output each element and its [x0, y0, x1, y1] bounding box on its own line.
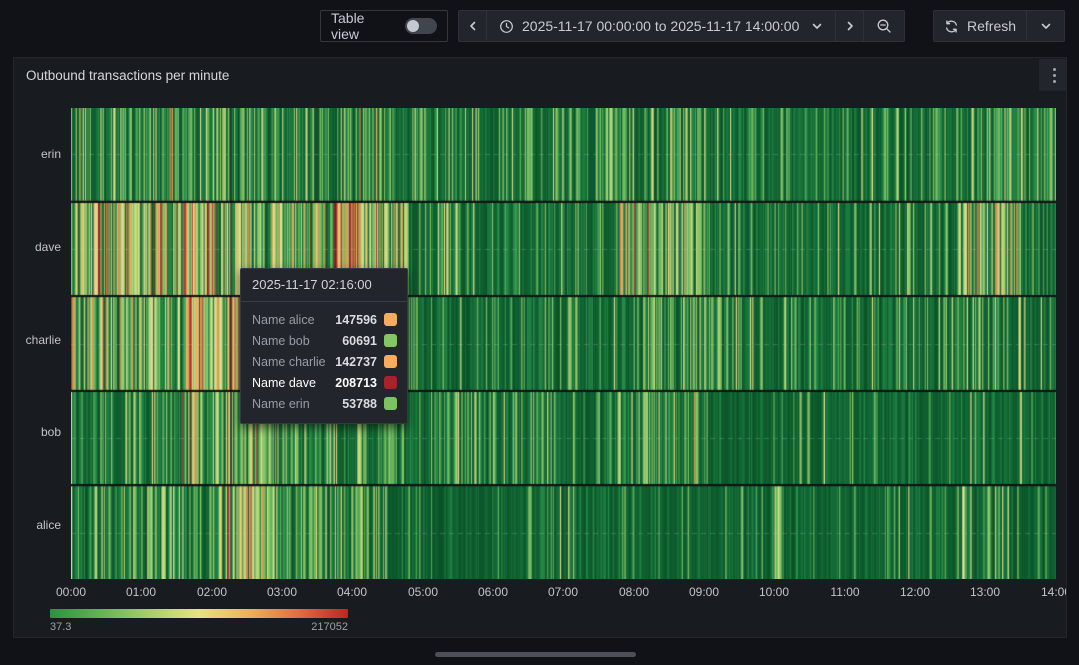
- tooltip-row: Name bob 60691: [252, 330, 397, 351]
- y-label-erin: erin: [41, 147, 61, 161]
- x-tick: 07:00: [548, 585, 578, 599]
- clock-icon: [499, 19, 514, 34]
- series-color-swatch: [384, 355, 397, 368]
- horizontal-scrollbar-thumb[interactable]: [435, 652, 636, 657]
- y-label-charlie: charlie: [26, 333, 61, 347]
- series-color-swatch: [384, 376, 397, 389]
- x-tick: 12:00: [900, 585, 930, 599]
- time-range-controls: 2025-11-17 00:00:00 to 2025-11-17 14:00:…: [458, 10, 905, 42]
- refresh-controls: Refresh: [933, 10, 1065, 42]
- kebab-icon: [1053, 68, 1056, 71]
- refresh-label: Refresh: [967, 18, 1016, 34]
- time-shift-back-button[interactable]: [459, 11, 487, 41]
- x-tick: 09:00: [689, 585, 719, 599]
- panel-menu-button[interactable]: [1039, 59, 1067, 91]
- chevron-left-icon: [467, 20, 479, 32]
- chevron-down-icon: [1040, 20, 1052, 32]
- table-view-label: Table view: [331, 10, 396, 42]
- table-view-control: Table view: [320, 10, 448, 42]
- x-tick: 04:00: [337, 585, 367, 599]
- refresh-button[interactable]: Refresh: [934, 11, 1027, 41]
- chart-tooltip: 2025-11-17 02:16:00 Name alice 147596 Na…: [240, 268, 408, 424]
- tooltip-row: Name dave 208713: [252, 372, 397, 393]
- x-tick: 00:00: [56, 585, 86, 599]
- tooltip-timestamp: 2025-11-17 02:16:00: [241, 269, 407, 302]
- y-label-bob: bob: [41, 425, 61, 439]
- series-color-swatch: [384, 334, 397, 347]
- heatmap-canvas[interactable]: [71, 108, 1056, 579]
- color-scale-gradient: [50, 609, 348, 618]
- zoom-out-icon: [876, 18, 892, 34]
- series-color-swatch: [384, 313, 397, 326]
- time-shift-forward-button[interactable]: [836, 11, 864, 41]
- panel-outbound-transactions: Outbound transactions per minute erin da…: [13, 57, 1067, 638]
- color-scale-labels: 37.3 217052: [50, 621, 348, 633]
- x-tick: 02:00: [197, 585, 227, 599]
- toggle-knob: [407, 20, 419, 32]
- x-tick: 05:00: [408, 585, 438, 599]
- chevron-right-icon: [844, 20, 856, 32]
- table-view-toggle[interactable]: [405, 18, 437, 34]
- tooltip-row: Name alice 147596: [252, 309, 397, 330]
- time-range-picker-button[interactable]: 2025-11-17 00:00:00 to 2025-11-17 14:00:…: [487, 11, 836, 41]
- x-tick: 13:00: [970, 585, 1000, 599]
- panel-title: Outbound transactions per minute: [26, 68, 229, 83]
- color-scale-max: 217052: [311, 621, 348, 633]
- tooltip-row: Name charlie 142737: [252, 351, 397, 372]
- x-tick: 14:00: [1041, 585, 1067, 599]
- toolbar: Table view 2025-11-17 00:00:00 to 2025-1…: [0, 0, 1079, 52]
- x-tick: 01:00: [126, 585, 156, 599]
- tooltip-body: Name alice 147596 Name bob 60691 Name ch…: [241, 302, 407, 423]
- x-tick: 08:00: [619, 585, 649, 599]
- x-tick: 03:00: [267, 585, 297, 599]
- x-tick: 11:00: [830, 585, 859, 599]
- time-zoom-out-button[interactable]: [864, 11, 904, 41]
- y-label-alice: alice: [36, 518, 61, 532]
- x-tick: 06:00: [478, 585, 508, 599]
- series-color-swatch: [384, 397, 397, 410]
- y-label-dave: dave: [35, 240, 61, 254]
- x-tick: 10:00: [759, 585, 789, 599]
- time-range-text: 2025-11-17 00:00:00 to 2025-11-17 14:00:…: [522, 18, 799, 34]
- tooltip-row: Name erin 53788: [252, 393, 397, 414]
- chevron-down-icon: [811, 20, 823, 32]
- color-scale-min: 37.3: [50, 621, 71, 633]
- refresh-icon: [944, 19, 959, 34]
- refresh-interval-dropdown[interactable]: [1027, 11, 1064, 41]
